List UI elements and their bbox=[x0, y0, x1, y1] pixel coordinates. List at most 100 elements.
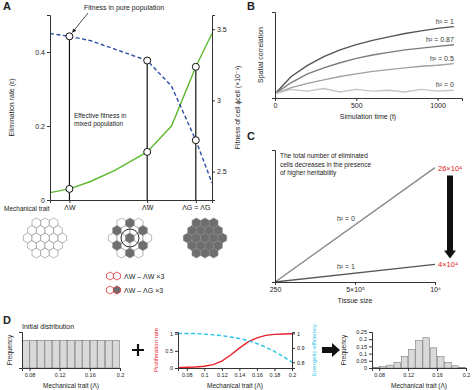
tick: 0.14 bbox=[235, 368, 246, 378]
tick: 0.18 bbox=[270, 368, 281, 378]
tick-label: 0 bbox=[41, 197, 45, 204]
axis-right: 0.80.91 bbox=[292, 331, 305, 369]
tick-mark bbox=[212, 172, 215, 173]
tick-mark bbox=[292, 333, 295, 334]
y-axis-title: Spatial correlation bbox=[257, 27, 265, 83]
tick-label: 0.2 bbox=[359, 336, 367, 342]
legend-cell bbox=[113, 272, 120, 280]
panel-title: A bbox=[3, 0, 11, 12]
panel-title: B bbox=[247, 0, 255, 12]
tick-mark bbox=[369, 368, 372, 369]
tick-label: ΛW bbox=[64, 204, 76, 211]
series-line bbox=[50, 34, 212, 193]
y-axis-title: Elimination rate (ε) bbox=[8, 79, 16, 137]
annotation: cells decreases in the presence bbox=[280, 161, 371, 169]
point bbox=[144, 57, 151, 64]
axis-line bbox=[272, 13, 276, 99]
bar bbox=[387, 365, 394, 368]
tick: 0.2 bbox=[463, 368, 471, 378]
tick-label: 1 bbox=[170, 331, 173, 337]
axis-left bbox=[272, 151, 276, 283]
tick: 0.2 bbox=[35, 123, 50, 130]
bar bbox=[394, 362, 401, 368]
tick-label: 500 bbox=[351, 102, 363, 109]
tick: 0 bbox=[364, 365, 372, 371]
tick-mark bbox=[292, 348, 295, 349]
drop-line bbox=[69, 40, 70, 200]
tick-label: 0.08 bbox=[182, 372, 193, 378]
tick-label: 10⁶ bbox=[430, 286, 441, 293]
bar bbox=[408, 349, 415, 368]
tick-label: 0.05 bbox=[356, 358, 367, 364]
tick: 3.5 bbox=[212, 26, 227, 33]
tick-mark bbox=[147, 200, 148, 203]
cell bbox=[58, 233, 67, 243]
axis-line bbox=[373, 369, 467, 372]
tick: 3 bbox=[212, 97, 221, 104]
tick: 500 bbox=[351, 98, 363, 109]
tick: 0.12 bbox=[217, 368, 228, 378]
series-line bbox=[50, 34, 212, 183]
x-axis-title: Mechanical trait (Λ) bbox=[43, 382, 99, 390]
y2-axis-title: Fitness of cell ϕcell (×10⁻³) bbox=[234, 66, 242, 150]
annotation: The total number of eliminated bbox=[280, 152, 368, 159]
axis-line bbox=[293, 333, 296, 369]
tick-label: 0.12 bbox=[403, 372, 414, 378]
series-label: h² = 0.87 bbox=[426, 36, 454, 43]
panel-title: C bbox=[247, 130, 255, 142]
x-axis-title: Tissue size bbox=[338, 297, 373, 304]
bar bbox=[22, 340, 29, 368]
tick-label: 0.8 bbox=[297, 360, 305, 366]
tick: 0.2 bbox=[117, 368, 125, 378]
series-label: h² = 0 bbox=[337, 215, 355, 222]
tick-mark bbox=[438, 98, 439, 101]
tick-mark bbox=[369, 361, 372, 362]
axis-left: 00.20.4 bbox=[35, 16, 50, 204]
annotation: Fitness in pure population bbox=[84, 4, 164, 12]
point bbox=[144, 148, 151, 155]
legend-cell bbox=[113, 286, 120, 294]
tick: 0.08 bbox=[374, 368, 385, 378]
tick-label: 0 bbox=[274, 102, 278, 109]
axis-line bbox=[51, 201, 213, 204]
bar bbox=[372, 367, 379, 368]
tick-label: 0 bbox=[364, 365, 367, 371]
axis-line bbox=[276, 99, 463, 102]
bar bbox=[37, 340, 44, 368]
tick-mark bbox=[47, 200, 50, 201]
tick: 0 bbox=[274, 98, 278, 109]
y-axis-title: Proliferation rate bbox=[153, 327, 159, 372]
tick-label: 0.2 bbox=[289, 372, 297, 378]
tick-label: 0.1 bbox=[201, 372, 209, 378]
tick-label: 0.2 bbox=[463, 372, 471, 378]
axis-line bbox=[19, 333, 23, 369]
chart-panel: h² = 026×10⁴h² = 14×10⁴2505×10⁵10⁶CTissu… bbox=[247, 130, 462, 304]
tick-mark bbox=[90, 368, 91, 371]
tick-label: 0.12 bbox=[55, 372, 66, 378]
tick: Λ̃W bbox=[142, 200, 154, 211]
bar bbox=[380, 367, 387, 368]
plot-marks bbox=[372, 338, 465, 368]
tick: 0.16 bbox=[432, 368, 443, 378]
tick-label: 5×10⁵ bbox=[346, 286, 365, 293]
tick: 1 bbox=[170, 331, 178, 337]
bar bbox=[113, 340, 120, 368]
tick-label: 0.16 bbox=[252, 372, 263, 378]
tick: 0.2 bbox=[289, 368, 297, 378]
tick-mark bbox=[435, 282, 436, 285]
tick: 5×10⁵ bbox=[346, 282, 365, 293]
tick-label: 3.5 bbox=[217, 26, 227, 33]
tick: 2.5 bbox=[212, 168, 227, 175]
data-label: 4×10⁴ bbox=[438, 260, 458, 269]
tick: 0.16 bbox=[252, 368, 263, 378]
annotation-arrow bbox=[72, 13, 88, 32]
tick: 10⁶ bbox=[430, 282, 441, 293]
bar bbox=[105, 340, 112, 368]
plot-marks bbox=[22, 340, 119, 368]
axis-bottom: 05001000 bbox=[274, 98, 463, 109]
y-axis-title: Frequency bbox=[6, 334, 14, 365]
axis-line bbox=[369, 333, 373, 369]
bar bbox=[423, 338, 430, 368]
axis-bottom: ΛWΛ̃WΛG = Λ̃G bbox=[51, 200, 213, 211]
tick: 0 bbox=[170, 365, 178, 371]
